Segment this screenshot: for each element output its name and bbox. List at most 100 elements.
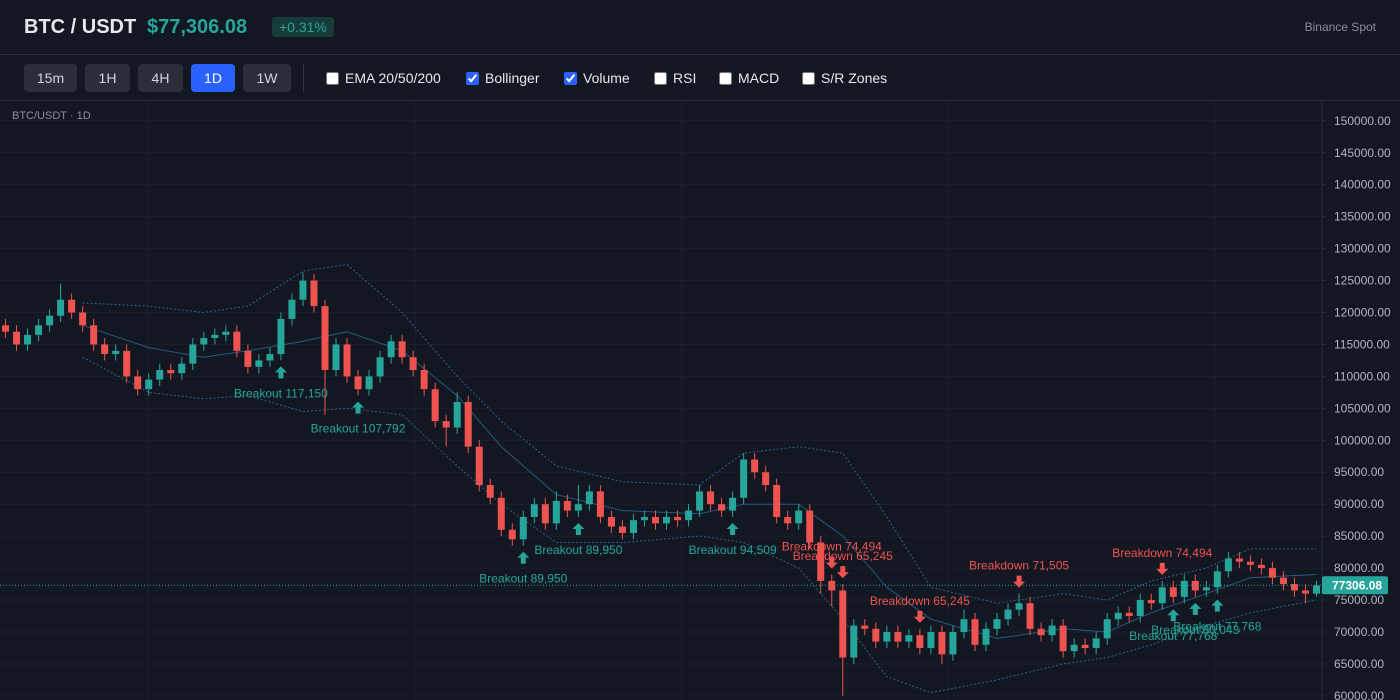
- candle-body: [729, 497, 737, 511]
- price: $77,306.08: [147, 16, 248, 38]
- indicator-toggle[interactable]: RSI: [654, 70, 696, 86]
- candle-body: [123, 350, 131, 377]
- candle-body: [1070, 644, 1078, 652]
- candle-body: [740, 459, 748, 498]
- candle-body: [916, 635, 924, 648]
- candle-body: [420, 370, 428, 390]
- candle-body: [288, 299, 296, 319]
- candle-body: [1235, 558, 1243, 562]
- candle-body: [1257, 564, 1265, 569]
- checkbox[interactable]: [466, 71, 479, 85]
- candle-body: [1279, 577, 1287, 585]
- checkbox[interactable]: [802, 71, 815, 85]
- candle-body: [762, 472, 770, 486]
- header: BTC / USDT $77,306.08 +0.31% Binance Spo…: [0, 0, 1400, 55]
- indicator-toggle[interactable]: Volume: [564, 70, 630, 86]
- candle-body: [552, 501, 560, 524]
- timeframe-button[interactable]: 1D: [191, 64, 235, 92]
- candle-body: [1246, 561, 1254, 565]
- y-tick-label: 125000.00: [1334, 274, 1391, 288]
- candle-body: [497, 497, 505, 530]
- candle-body: [1147, 600, 1155, 604]
- candle-body: [200, 338, 208, 345]
- y-tick-label: 75000.00: [1334, 593, 1384, 607]
- candle-body: [156, 370, 164, 380]
- y-tick-label: 140000.00: [1334, 178, 1391, 192]
- indicator-toggle[interactable]: S/R Zones: [802, 70, 887, 86]
- candle-body: [1213, 571, 1221, 588]
- candle-body: [674, 516, 682, 521]
- candle-body: [189, 344, 197, 364]
- indicator-label: Volume: [583, 70, 630, 86]
- candle-body: [905, 635, 913, 642]
- indicator-label: Bollinger: [485, 70, 540, 86]
- candle-body: [299, 280, 307, 300]
- y-tick-label: 130000.00: [1334, 242, 1391, 256]
- candle-body: [861, 625, 869, 629]
- candle-body: [1224, 558, 1232, 572]
- candle-body: [1059, 625, 1067, 652]
- breakout-arrow: [274, 366, 287, 379]
- checkbox[interactable]: [654, 71, 667, 85]
- candle-body: [1312, 585, 1320, 594]
- breakout-label: Breakout 117,150: [234, 386, 328, 400]
- candle-body: [321, 306, 329, 371]
- last-price-box: [1322, 576, 1388, 595]
- candle-body: [718, 504, 726, 511]
- indicator-label: S/R Zones: [821, 70, 888, 86]
- candle-body: [1268, 568, 1276, 578]
- last-price-label: 77306.08: [1332, 578, 1382, 592]
- indicator-toggle[interactable]: EMA 20/50/200: [326, 70, 441, 86]
- breakdown-arrow: [836, 566, 849, 579]
- indicator-toggle[interactable]: MACD: [719, 70, 779, 86]
- candle-body: [1180, 580, 1188, 597]
- candle-body: [90, 325, 98, 345]
- timeframe-button[interactable]: 1W: [243, 64, 291, 92]
- breakout-arrow: [726, 522, 739, 535]
- candle-body: [663, 516, 671, 524]
- candle-body: [398, 341, 406, 358]
- y-tick-label: 100000.00: [1334, 433, 1391, 447]
- indicator-toggle[interactable]: Bollinger: [466, 70, 539, 86]
- candle-body: [618, 526, 626, 533]
- timeframe-button[interactable]: 1H: [85, 64, 130, 92]
- checkbox[interactable]: [719, 71, 732, 85]
- candle-body: [387, 341, 395, 358]
- candle-body: [266, 354, 274, 361]
- candle-body: [211, 334, 219, 339]
- candle-body: [409, 357, 417, 371]
- candle-body: [894, 631, 902, 642]
- y-tick-label: 90000.00: [1334, 497, 1384, 511]
- timeframe-button[interactable]: 15m: [24, 64, 77, 92]
- candle-body: [685, 510, 693, 521]
- bollinger-middle: [82, 324, 1317, 639]
- breakdown-arrow: [1013, 575, 1026, 588]
- candle-body: [57, 299, 65, 316]
- timeframe-button[interactable]: 4H: [138, 64, 183, 92]
- separator: [303, 64, 304, 92]
- candle-body: [35, 325, 43, 335]
- candle-body: [1169, 587, 1177, 597]
- checkbox[interactable]: [564, 71, 577, 85]
- candle-body: [773, 485, 781, 517]
- price-change: +0.31%: [272, 17, 334, 37]
- candle-body: [850, 625, 858, 658]
- breakout-arrow: [1189, 602, 1202, 615]
- y-tick-label: 105000.00: [1334, 401, 1391, 415]
- chart: 60000.00 65000.00 70000.00 75000.00 80000.00…: [0, 101, 1400, 700]
- candle-body: [784, 516, 792, 524]
- y-tick-label: 65000.00: [1334, 657, 1384, 671]
- candle-body: [1301, 590, 1309, 594]
- breakout-label: Breakout 89,950: [479, 572, 567, 586]
- candle-body: [112, 350, 120, 355]
- breakout-arrow: [1167, 609, 1180, 622]
- candle-body: [376, 357, 384, 377]
- candle-body: [145, 379, 153, 390]
- candle-body: [651, 516, 659, 524]
- candle-body: [1026, 603, 1034, 629]
- candle-body: [134, 376, 142, 390]
- checkbox[interactable]: [326, 71, 339, 85]
- candle-body: [464, 401, 472, 447]
- candle-body: [233, 331, 241, 351]
- toolbar: 15m 1H 4H 1D 1W EMA 20/50/200 Bollinger Volume R…: [0, 55, 1400, 101]
